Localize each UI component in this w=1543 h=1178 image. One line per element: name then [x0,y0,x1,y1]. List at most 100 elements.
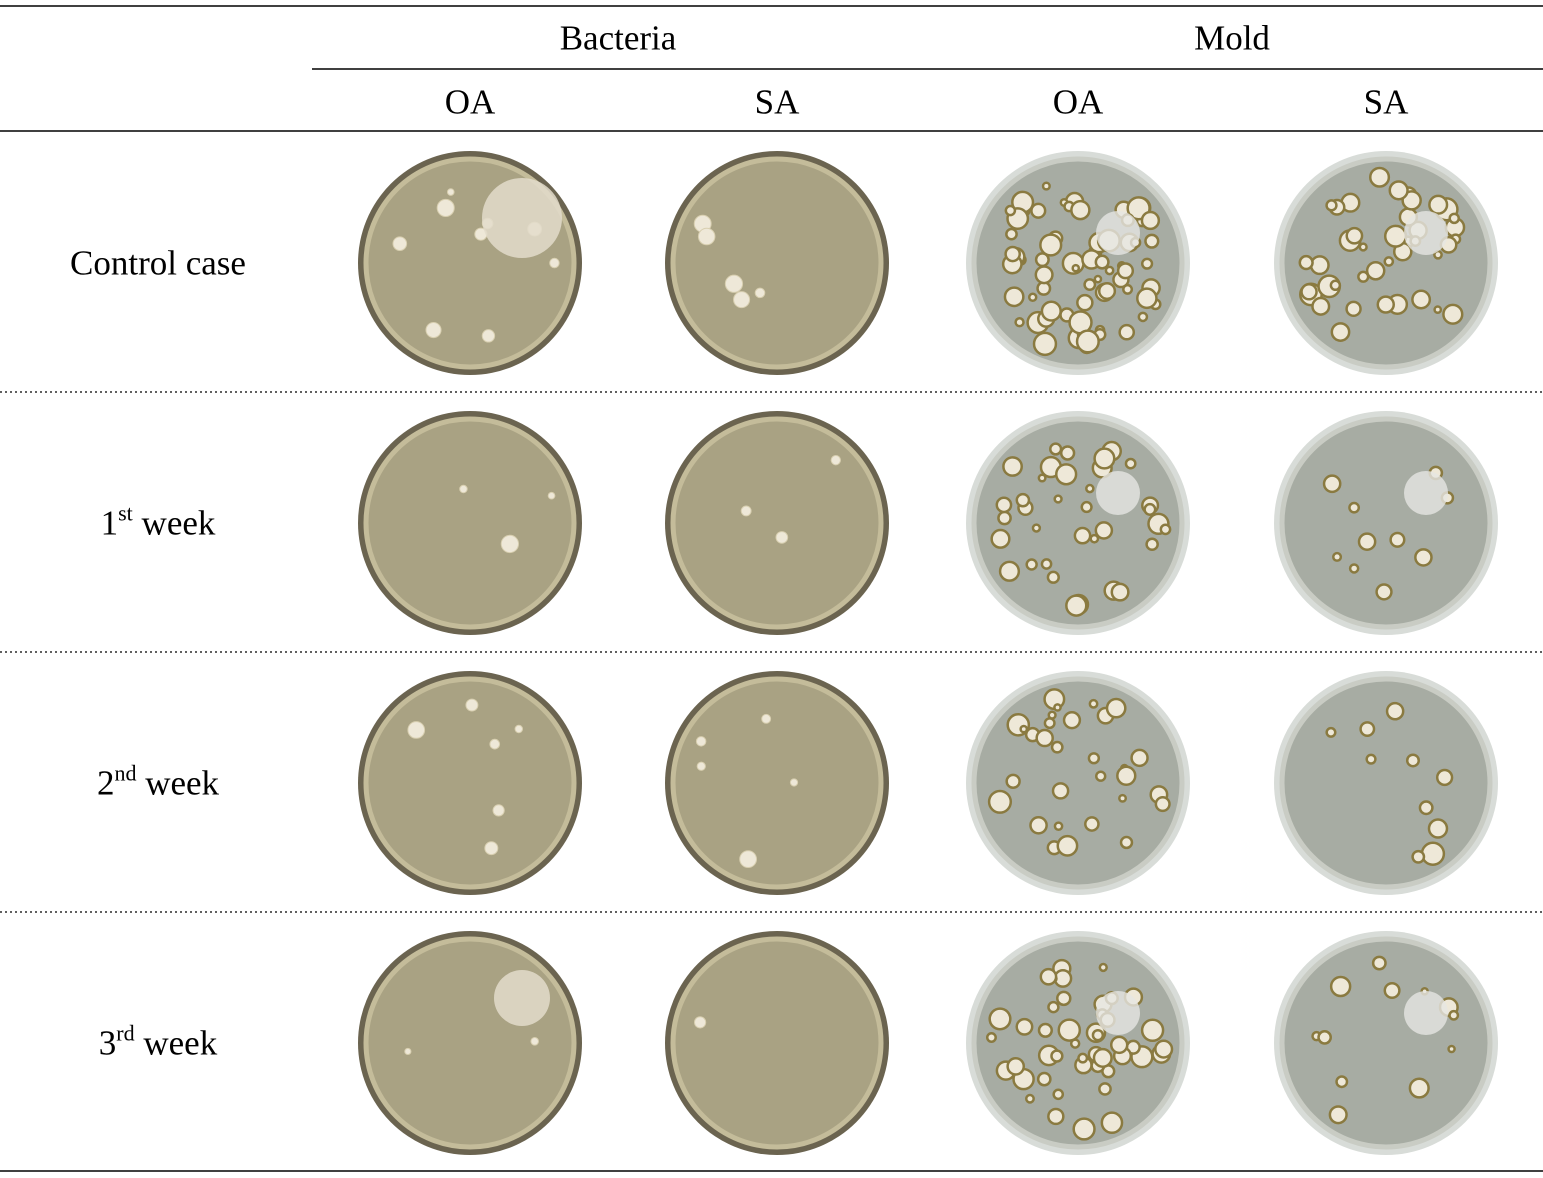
petri-dish [358,671,582,895]
colony [1119,835,1134,850]
colony [697,227,716,246]
colony [1015,1017,1034,1036]
ordinal-number: 1 [100,503,119,543]
colony [1298,254,1314,271]
ordinal-suffix: st [118,500,133,526]
colony [1073,526,1092,545]
colony [1418,800,1434,816]
colony [1046,570,1060,584]
colony [425,322,442,339]
colony [1071,263,1081,273]
fuzzy-colony [1096,211,1140,255]
colony [1070,199,1091,221]
colony [1309,255,1330,276]
colony [484,841,499,856]
colony [1084,816,1100,832]
dish-agar [363,416,577,630]
colony [1006,1057,1026,1076]
petri-dish [1274,151,1498,375]
colony [1154,1039,1174,1059]
colony [739,850,758,869]
colony [985,1032,997,1043]
colony [987,789,1013,814]
ordinal-suffix: nd [114,760,137,786]
colony [1118,793,1128,803]
colony [1420,841,1446,866]
colony [1408,1077,1430,1099]
colony [1093,274,1103,284]
colony [1330,322,1351,342]
colony [1049,442,1063,456]
colony [1122,283,1134,295]
colony [1411,849,1426,864]
petri-dish [665,671,889,895]
colony [1065,594,1088,617]
colony [1075,329,1100,354]
ordinal-number: 2 [96,763,115,803]
petri-dish [665,411,889,635]
colony [1140,1018,1165,1043]
colony [1143,502,1157,516]
colony [1348,501,1361,514]
group-header: Mold [1194,18,1270,58]
colony [1322,474,1342,494]
petri-dish [966,931,1190,1155]
colony [1329,279,1342,292]
colony [693,1016,707,1029]
colony [1050,1049,1064,1063]
colony [1036,1071,1052,1087]
dish-agar [363,936,577,1150]
colony [1098,1082,1112,1096]
colony [1442,303,1464,325]
colony [1141,257,1154,270]
colony [1094,521,1114,540]
colony [1095,770,1107,782]
colony [1035,728,1054,748]
column-header: OA [444,82,496,122]
colony [1411,289,1432,310]
colony [1015,492,1031,508]
colony [1405,753,1420,768]
colony [1389,531,1406,548]
colony [1332,551,1343,562]
colony [1052,1088,1065,1101]
colony [1130,748,1149,768]
colony [492,804,505,817]
colony [1040,300,1062,322]
colony [1053,494,1063,504]
colony [775,531,789,544]
colony [1002,456,1023,477]
colony [1098,962,1108,973]
colony [1369,166,1391,188]
dish-agar [670,416,884,630]
colony [1089,533,1100,544]
column-header: SA [1363,82,1409,122]
row-label: Control case [70,243,246,283]
row-text: week [141,503,216,543]
colony [1118,323,1136,341]
petri-dish [966,151,1190,375]
colony [436,198,455,217]
dish-agar [670,156,884,370]
colony [724,274,744,293]
colony [1037,473,1047,483]
row-label: 2nd week [96,762,219,803]
colony [1359,721,1376,738]
ordinal-number: 3 [98,1023,117,1063]
colony [1088,698,1099,709]
colony [1317,1030,1332,1045]
dish-agar [670,676,884,890]
petri-dish [1274,411,1498,635]
colony [1427,818,1449,839]
petri-dish [966,411,1190,635]
colony [1039,233,1063,257]
colony [1062,710,1082,730]
colony [733,291,751,309]
colony [1136,287,1158,310]
colony [392,236,408,251]
ordinal-suffix: rd [116,1020,135,1046]
colony [1057,1018,1082,1042]
colony [1357,532,1377,552]
colony [1004,204,1017,217]
